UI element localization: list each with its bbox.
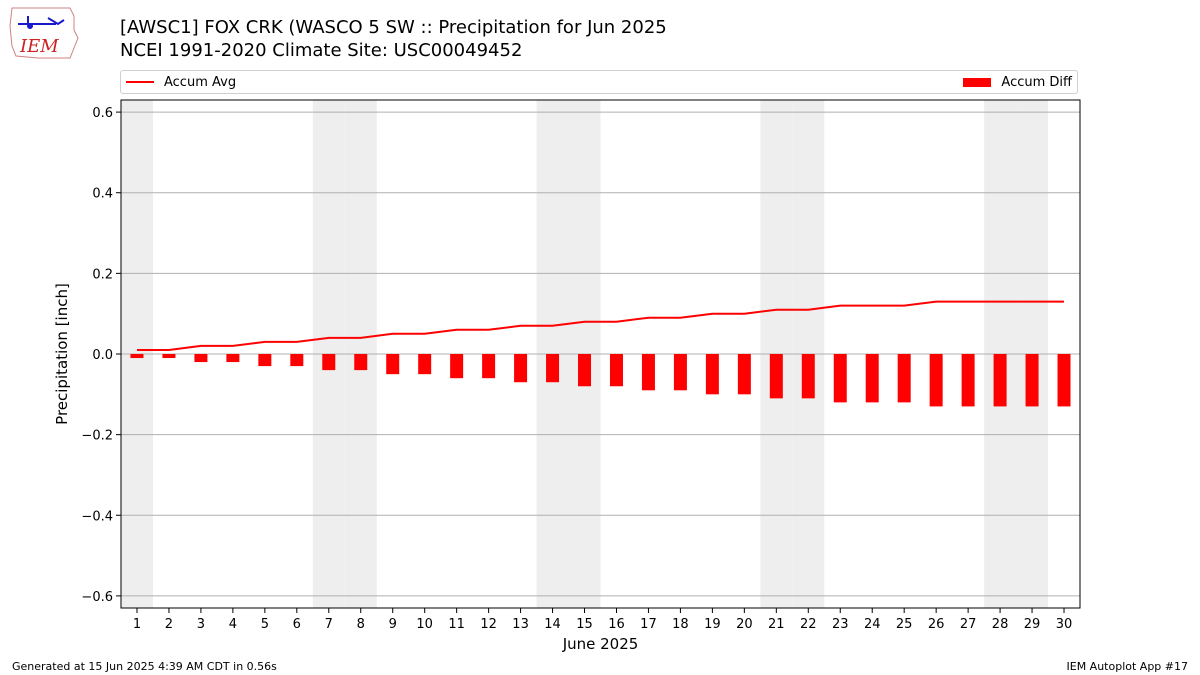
- accum-diff-bar: [162, 354, 176, 359]
- y-tick-label: −0.4: [81, 509, 113, 524]
- x-tick-label: 17: [640, 617, 657, 632]
- x-tick-label: 19: [704, 617, 721, 632]
- x-tick-label: 25: [896, 617, 913, 632]
- accum-diff-bar: [290, 354, 304, 367]
- footer-app-text: IEM Autoplot App #17: [1066, 660, 1189, 673]
- accum-diff-bar: [450, 354, 464, 379]
- accum-diff-bar: [194, 354, 208, 363]
- x-tick-label: 11: [448, 617, 465, 632]
- x-tick-label: 2: [165, 617, 173, 632]
- accum-diff-bar: [546, 354, 560, 383]
- x-tick-label: 22: [800, 617, 817, 632]
- x-tick-label: 12: [480, 617, 497, 632]
- accum-diff-bar: [578, 354, 592, 387]
- x-tick-label: 1: [133, 617, 141, 632]
- svg-text:IEM: IEM: [19, 36, 59, 57]
- y-tick-label: 0.2: [92, 267, 113, 282]
- chart-subtitle: NCEI 1991-2020 Climate Site: USC00049452: [120, 40, 523, 61]
- x-tick-label: 29: [1024, 617, 1041, 632]
- accum-diff-bar: [130, 354, 144, 359]
- x-tick-label: 14: [544, 617, 561, 632]
- accum-diff-bar: [897, 354, 911, 403]
- weekend-band: [312, 100, 345, 608]
- x-tick-label: 4: [229, 617, 237, 632]
- y-tick-label: 0.6: [92, 106, 113, 121]
- x-tick-label: 24: [864, 617, 881, 632]
- x-tick-label: 9: [389, 617, 397, 632]
- iem-logo: IEM: [9, 7, 79, 59]
- accum-diff-bar: [769, 354, 783, 399]
- weekend-band: [568, 100, 601, 608]
- legend-label-accum-diff: Accum Diff: [1001, 74, 1072, 90]
- accum-diff-bar: [865, 354, 879, 403]
- accum-diff-bar: [258, 354, 272, 367]
- x-tick-label: 26: [928, 617, 945, 632]
- accum-diff-bar: [609, 354, 623, 387]
- x-tick-label: 20: [736, 617, 753, 632]
- x-tick-label: 30: [1056, 617, 1073, 632]
- x-tick-label: 7: [325, 617, 333, 632]
- x-tick-label: 3: [197, 617, 205, 632]
- legend: Accum Avg Accum Diff: [120, 70, 1078, 94]
- weekend-band: [760, 100, 793, 608]
- x-tick-label: 27: [960, 617, 977, 632]
- y-axis-label: Precipitation [inch]: [53, 283, 71, 425]
- accum-diff-bar: [1025, 354, 1039, 407]
- accum-diff-bar: [993, 354, 1007, 407]
- weekend-band: [344, 100, 377, 608]
- x-tick-label: 6: [293, 617, 301, 632]
- x-tick-label: 23: [832, 617, 849, 632]
- x-tick-label: 18: [672, 617, 689, 632]
- accum-diff-bar: [961, 354, 975, 407]
- accum-diff-bar: [354, 354, 368, 371]
- legend-label-accum-avg: Accum Avg: [164, 74, 237, 90]
- x-tick-label: 16: [608, 617, 625, 632]
- accum-diff-bar: [641, 354, 655, 391]
- x-tick-label: 28: [992, 617, 1009, 632]
- x-tick-label: 15: [576, 617, 593, 632]
- accum-diff-bar: [226, 354, 240, 363]
- weekend-band: [121, 100, 153, 608]
- x-tick-label: 13: [512, 617, 529, 632]
- accum-diff-bar: [386, 354, 400, 375]
- legend-item-accum-diff: Accum Diff: [963, 71, 1072, 93]
- accum-avg-line: [137, 300, 1064, 351]
- x-axis-label: June 2025: [562, 635, 639, 653]
- accum-diff-bar: [929, 354, 943, 407]
- weekend-band: [1016, 100, 1049, 608]
- chart-title: [AWSC1] FOX CRK (WASCO 5 SW :: Precipita…: [120, 17, 667, 38]
- y-tick-label: 0.4: [92, 187, 113, 202]
- x-tick-label: 10: [416, 617, 433, 632]
- accum-diff-bar: [482, 354, 496, 379]
- accum-diff-bar: [833, 354, 847, 403]
- legend-line-swatch: [126, 81, 154, 83]
- accum-diff-bar: [1057, 354, 1071, 407]
- legend-item-accum-avg: Accum Avg: [126, 71, 236, 93]
- x-tick-label: 21: [768, 617, 785, 632]
- weekend-band: [792, 100, 825, 608]
- x-tick-label: 5: [261, 617, 269, 632]
- legend-bar-swatch: [963, 77, 992, 87]
- weekend-band: [536, 100, 569, 608]
- accum-diff-bar: [418, 354, 432, 375]
- accum-diff-bar: [801, 354, 815, 399]
- footer-generated-text: Generated at 15 Jun 2025 4:39 AM CDT in …: [12, 660, 277, 673]
- x-tick-label: 8: [357, 617, 365, 632]
- accum-diff-bar: [514, 354, 528, 383]
- weekend-band: [984, 100, 1017, 608]
- accum-diff-bar: [705, 354, 719, 395]
- y-tick-label: −0.2: [81, 429, 113, 444]
- y-tick-label: 0.0: [92, 348, 113, 363]
- y-tick-label: −0.6: [81, 590, 113, 605]
- accum-diff-bar: [322, 354, 336, 371]
- accum-diff-bar: [737, 354, 751, 395]
- accum-diff-bar: [673, 354, 687, 391]
